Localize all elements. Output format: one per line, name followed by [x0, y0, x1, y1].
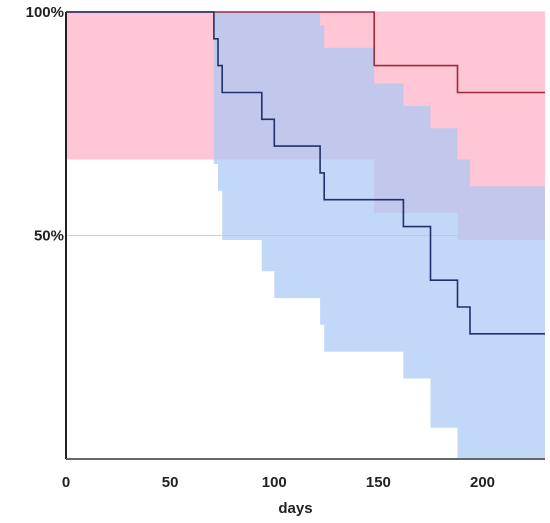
- x-axis-ticks: 0 50 100 150 200: [62, 474, 495, 491]
- survival-curve-2: [66, 11, 545, 335]
- x-axis-label: days: [278, 500, 312, 517]
- x-tick-label: 100: [262, 474, 287, 491]
- y-tick-label: 100%: [26, 4, 64, 21]
- confidence-band-2: [213, 12, 545, 459]
- confidence-bands: [66, 12, 545, 459]
- y-tick-label: 50%: [34, 228, 64, 245]
- survival-curves: [66, 11, 545, 335]
- x-tick-label: 0: [62, 474, 70, 491]
- x-tick-label: 50: [162, 474, 179, 491]
- axes: [65, 12, 545, 460]
- x-tick-label: 200: [470, 474, 495, 491]
- x-tick-label: 150: [366, 474, 391, 491]
- y-axis-ticks: 50% 100%: [26, 4, 64, 245]
- survival-curve-1: [66, 11, 545, 94]
